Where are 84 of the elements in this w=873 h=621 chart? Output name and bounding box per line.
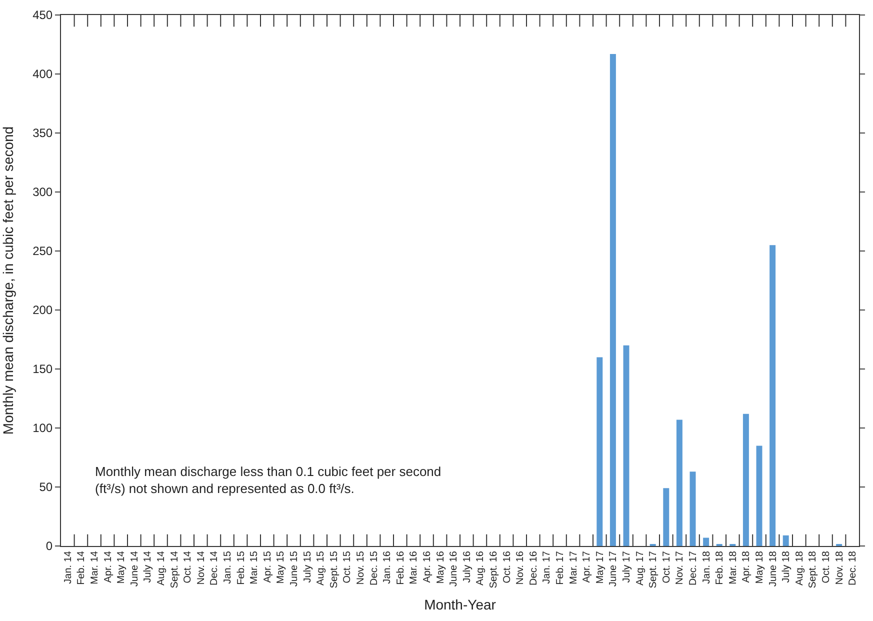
y-tick-label: 300 <box>32 185 53 200</box>
x-tick-label: Sept. 14 <box>169 550 180 588</box>
bar <box>742 414 749 546</box>
y-tick-label: 150 <box>32 362 53 376</box>
x-tick-label: Feb. 17 <box>555 550 566 585</box>
x-tick-label: Oct. 18 <box>821 550 832 584</box>
x-tick-label: Jan. 15 <box>222 550 234 584</box>
y-tick-label: 200 <box>32 303 53 318</box>
x-tick-label: Jan. 16 <box>382 550 394 584</box>
x-tick-label: Apr. 18 <box>741 550 752 583</box>
y-tick-label: 350 <box>32 126 53 140</box>
x-tick-label: Dec. 14 <box>209 550 220 586</box>
y-tick-label: 450 <box>32 8 53 22</box>
x-tick-label: May 16 <box>435 550 446 584</box>
x-tick-label: July 15 <box>302 550 314 583</box>
x-tick-label: Nov. 14 <box>196 550 207 585</box>
x-tick-label: Nov. 16 <box>515 550 526 585</box>
x-tick-label: May 18 <box>754 550 766 584</box>
bar <box>782 535 789 546</box>
x-tick-label: Mar. 14 <box>90 550 100 584</box>
x-tick-label: Sept. 16 <box>488 550 500 588</box>
x-tick-label: Nov. 15 <box>356 550 366 585</box>
x-tick-label: June 16 <box>448 550 460 587</box>
y-tick-label: 400 <box>32 67 53 82</box>
x-tick-label: Aug. 17 <box>634 550 646 586</box>
x-tick-label: Oct. 16 <box>502 550 513 584</box>
x-tick-label: Jan. 18 <box>701 550 712 584</box>
x-tick-label: Mar. 18 <box>728 550 739 584</box>
x-tick-label: Aug. 14 <box>156 550 167 586</box>
x-tick-label: Dec. 18 <box>848 550 859 586</box>
y-tick-label: 0 <box>46 539 53 554</box>
x-tick-label: Mar. 16 <box>408 550 420 584</box>
x-tick-label: Mar. 15 <box>249 550 260 584</box>
x-tick-label: Oct. 17 <box>661 550 672 584</box>
x-tick-label: Dec. 17 <box>688 550 699 586</box>
x-tick-label: Apr. 16 <box>422 550 433 583</box>
x-tick-label: Aug. 16 <box>475 550 486 586</box>
bar <box>596 357 603 546</box>
x-tick-label: Sept. 17 <box>648 550 660 588</box>
bar <box>676 420 682 546</box>
x-tick-label: Feb. 18 <box>714 550 726 585</box>
bar <box>770 245 776 546</box>
y-tick-label: 50 <box>39 480 53 494</box>
x-tick-label: July 18 <box>781 550 792 583</box>
annotation: Monthly mean discharge less than 0.1 cubic feet per second (ft³/s) not shown and represented as 0.0 ft³/s. <box>95 464 442 496</box>
x-tick-label: Dec. 15 <box>368 550 380 586</box>
x-tick-label: Oct. 14 <box>182 550 194 584</box>
x-tick-label: Feb. 14 <box>76 550 88 585</box>
x-tick-label: Sept. 18 <box>808 550 819 588</box>
bar <box>756 446 762 546</box>
x-tick-label: May 14 <box>116 550 128 584</box>
x-tick-label: Jan. 14 <box>62 550 74 584</box>
x-tick-label: July 17 <box>622 550 632 583</box>
x-tick-label: Apr. 14 <box>102 550 114 583</box>
x-tick-label: June 18 <box>768 550 779 587</box>
bar <box>703 538 710 546</box>
x-tick-label: July 14 <box>142 550 154 583</box>
x-tick-label: Oct. 15 <box>342 550 354 584</box>
x-tick-label: Nov. 18 <box>834 550 846 585</box>
bar <box>690 472 696 546</box>
x-tick-label: Apr. 15 <box>262 550 274 583</box>
x-tick-label: July 16 <box>462 550 473 583</box>
x-tick-label: Dec. 16 <box>528 550 540 586</box>
x-tick-label: June 15 <box>289 550 300 587</box>
bar <box>663 488 670 546</box>
y-tick-label: 250 <box>32 244 53 258</box>
x-tick-label: Jan. 17 <box>542 550 553 584</box>
x-tick-label: June 14 <box>129 550 140 587</box>
x-tick-label: Mar. 17 <box>568 550 580 584</box>
x-tick-label: June 17 <box>608 550 620 587</box>
x-tick-label: May 15 <box>276 550 287 584</box>
bar <box>623 345 630 546</box>
x-tick-label: Aug. 15 <box>316 550 327 586</box>
y-tick-label: 100 <box>32 421 53 436</box>
x-tick-label: May 17 <box>594 550 606 584</box>
y-axis-title: Monthly mean discharge, in cubic feet per second <box>0 126 16 435</box>
x-axis-title: Month-Year <box>424 596 496 613</box>
x-tick-label: Feb. 16 <box>395 550 406 585</box>
bar <box>610 54 616 546</box>
x-tick-label: Nov. 17 <box>674 550 686 585</box>
x-tick-label: Feb. 15 <box>236 550 247 585</box>
x-tick-label: Sept. 15 <box>328 550 340 588</box>
x-tick-label: Apr. 17 <box>582 550 593 583</box>
x-tick-label: Aug. 18 <box>794 550 806 586</box>
